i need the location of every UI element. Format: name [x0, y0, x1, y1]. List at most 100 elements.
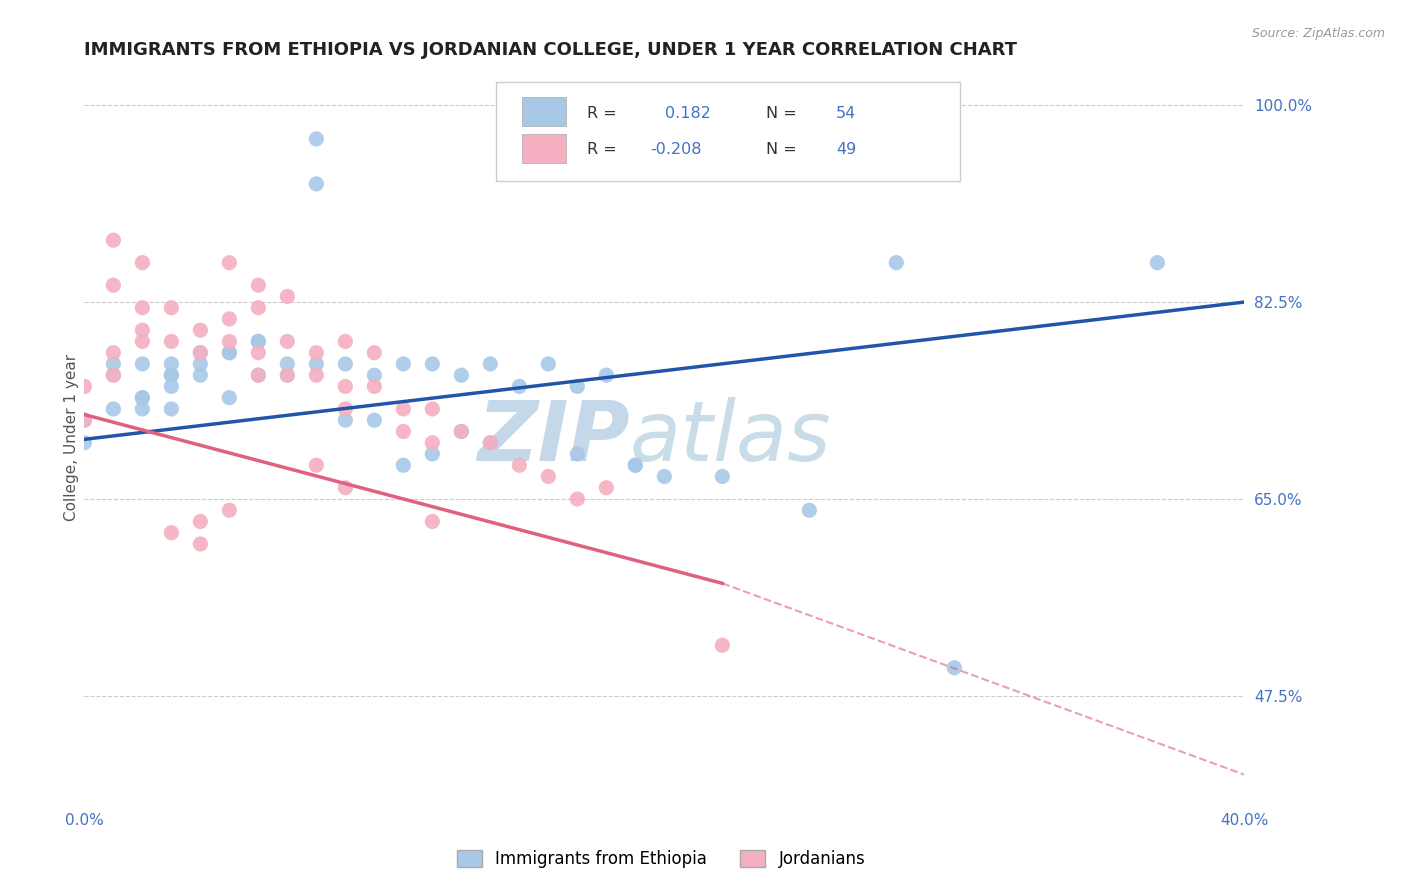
Point [335, 401, 357, 416]
Point [422, 401, 444, 416]
Point [595, 368, 617, 383]
Point [305, 357, 328, 371]
Point [131, 391, 153, 405]
Point [450, 425, 472, 439]
Point [392, 425, 415, 439]
Text: ZIP: ZIP [477, 397, 630, 477]
Point [218, 345, 240, 359]
Point [711, 469, 734, 483]
Point [276, 368, 298, 383]
Point [537, 357, 560, 371]
Text: N =: N = [766, 105, 797, 120]
Point [103, 368, 125, 383]
Point [363, 413, 385, 427]
Point [103, 278, 125, 293]
Point [886, 255, 908, 269]
Point [479, 357, 502, 371]
Point [73, 413, 96, 427]
Point [335, 379, 357, 393]
Point [218, 391, 240, 405]
Point [450, 425, 472, 439]
Text: R =: R = [586, 142, 616, 157]
Point [422, 515, 444, 529]
Point [218, 255, 240, 269]
Legend: Immigrants from Ethiopia, Jordanians: Immigrants from Ethiopia, Jordanians [450, 843, 872, 875]
Text: -0.208: -0.208 [651, 142, 702, 157]
Point [160, 379, 183, 393]
Point [450, 368, 472, 383]
Point [188, 368, 212, 383]
Point [103, 233, 125, 247]
Point [73, 435, 96, 450]
Point [131, 401, 153, 416]
Point [567, 491, 589, 506]
Text: 49: 49 [837, 142, 856, 157]
Point [131, 255, 153, 269]
Point [131, 301, 153, 315]
Point [276, 357, 298, 371]
Point [508, 379, 530, 393]
Text: R =: R = [586, 105, 616, 120]
Point [335, 413, 357, 427]
Point [305, 132, 328, 146]
Point [247, 368, 270, 383]
Point [188, 345, 212, 359]
Point [247, 301, 270, 315]
Point [276, 368, 298, 383]
Text: atlas: atlas [630, 397, 831, 477]
Point [1146, 255, 1168, 269]
Point [103, 401, 125, 416]
Point [103, 345, 125, 359]
Point [188, 345, 212, 359]
Bar [522, 97, 565, 127]
Point [160, 368, 183, 383]
Point [103, 357, 125, 371]
Point [392, 357, 415, 371]
Point [624, 458, 647, 473]
Point [799, 503, 821, 517]
Point [218, 334, 240, 349]
Point [422, 435, 444, 450]
Text: 54: 54 [837, 105, 856, 120]
Point [188, 537, 212, 551]
Point [131, 357, 153, 371]
Point [567, 379, 589, 393]
Point [247, 345, 270, 359]
Text: 0.182: 0.182 [665, 105, 711, 120]
Text: IMMIGRANTS FROM ETHIOPIA VS JORDANIAN COLLEGE, UNDER 1 YEAR CORRELATION CHART: IMMIGRANTS FROM ETHIOPIA VS JORDANIAN CO… [84, 41, 1018, 59]
Point [943, 661, 966, 675]
Point [276, 289, 298, 303]
Text: Source: ZipAtlas.com: Source: ZipAtlas.com [1251, 27, 1385, 40]
Point [160, 357, 183, 371]
Point [188, 323, 212, 337]
Point [392, 401, 415, 416]
Point [103, 368, 125, 383]
Point [247, 278, 270, 293]
Point [247, 368, 270, 383]
Point [392, 458, 415, 473]
Point [131, 391, 153, 405]
Point [160, 401, 183, 416]
Point [131, 334, 153, 349]
Point [537, 469, 560, 483]
Point [160, 301, 183, 315]
Point [335, 334, 357, 349]
Point [508, 458, 530, 473]
Point [188, 515, 212, 529]
Point [335, 357, 357, 371]
Point [711, 638, 734, 652]
Point [422, 357, 444, 371]
Point [160, 368, 183, 383]
Point [160, 334, 183, 349]
Point [305, 458, 328, 473]
Point [363, 345, 385, 359]
Point [218, 345, 240, 359]
Point [567, 447, 589, 461]
Point [247, 334, 270, 349]
Point [73, 413, 96, 427]
Text: N =: N = [766, 142, 797, 157]
Point [131, 323, 153, 337]
Y-axis label: College, Under 1 year: College, Under 1 year [63, 353, 79, 521]
Point [624, 458, 647, 473]
FancyBboxPatch shape [496, 82, 960, 181]
